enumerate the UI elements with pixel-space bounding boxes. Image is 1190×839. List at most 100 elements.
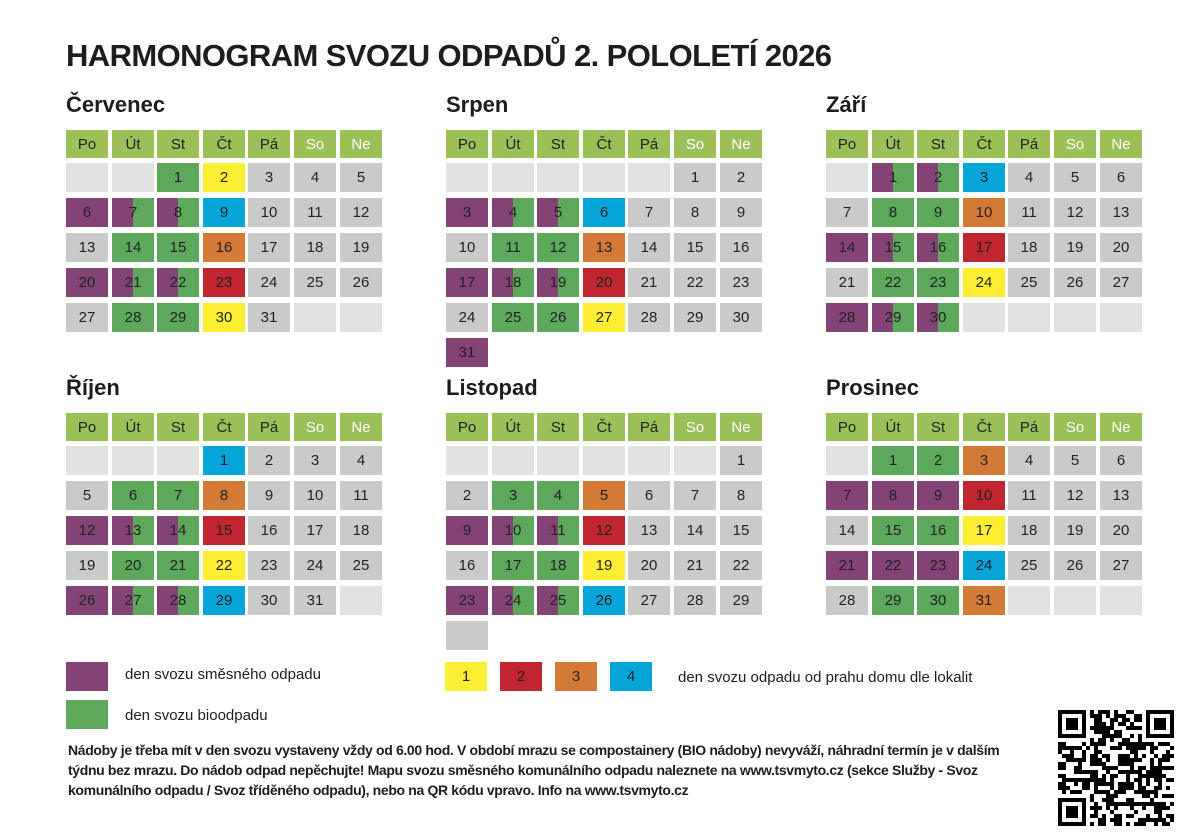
day-cell: 25	[1008, 551, 1050, 580]
day-cell: 5	[1054, 446, 1096, 475]
day-cell: 7	[157, 481, 199, 510]
weekday-header: So	[674, 413, 716, 441]
day-cell: 16	[917, 516, 959, 545]
day-cell: 6	[628, 481, 670, 510]
day-cell: 1	[872, 163, 914, 192]
day-cell: 10	[963, 198, 1005, 227]
day-cell: 5	[583, 481, 625, 510]
day-cell: 19	[66, 551, 108, 580]
legend-route-1: 1	[445, 662, 487, 691]
weekday-header: Po	[66, 413, 108, 441]
day-cell: 11	[537, 516, 579, 545]
day-cell: 17	[248, 233, 290, 262]
day-cell: 4	[1008, 163, 1050, 192]
day-cell: 6	[1100, 446, 1142, 475]
day-cell: 29	[674, 303, 716, 332]
month-4: Listopad Po Út St Čt Pá So Ne 1 2 3 4 5 6 7 8 9 10 11 12 13 1…	[446, 375, 766, 665]
day-cell: 27	[583, 303, 625, 332]
weekday-header: Pá	[248, 413, 290, 441]
empty-cell	[492, 446, 534, 475]
day-cell: 26	[537, 303, 579, 332]
day-cell: 25	[1008, 268, 1050, 297]
day-cell: 8	[157, 198, 199, 227]
day-cell: 23	[446, 586, 488, 615]
day-cell: 5	[340, 163, 382, 192]
legend-mixed-swatch	[66, 662, 108, 691]
day-cell: 22	[872, 551, 914, 580]
month-title: Září	[826, 92, 867, 117]
day-cell: 19	[340, 233, 382, 262]
day-cell: 15	[872, 516, 914, 545]
weekday-header: Čt	[583, 130, 625, 158]
day-cell: 20	[628, 551, 670, 580]
day-cell: 25	[294, 268, 336, 297]
day-cell: 16	[446, 551, 488, 580]
day-cell: 18	[537, 551, 579, 580]
day-cell: 26	[66, 586, 108, 615]
weekday-header: Čt	[963, 130, 1005, 158]
legend-mixed-label: den svozu směsného odpadu	[125, 666, 321, 683]
day-cell: 21	[112, 268, 154, 297]
day-cell: 17	[446, 268, 488, 297]
day-cell: 3	[248, 163, 290, 192]
empty-cell	[628, 163, 670, 192]
day-cell: 12	[1054, 481, 1096, 510]
day-cell: 10	[492, 516, 534, 545]
weekday-header: St	[157, 130, 199, 158]
day-cell: 14	[157, 516, 199, 545]
day-cell: 1	[157, 163, 199, 192]
day-cell: 13	[112, 516, 154, 545]
day-cell: 4	[1008, 446, 1050, 475]
day-cell: 24	[446, 303, 488, 332]
weekday-header: Pá	[628, 130, 670, 158]
day-cell: 31	[294, 586, 336, 615]
page-title: HARMONOGRAM SVOZU ODPADŮ 2. POLOLETÍ 202…	[66, 38, 832, 73]
day-cell: 16	[720, 233, 762, 262]
day-cell: 30	[917, 303, 959, 332]
empty-cell	[826, 446, 868, 475]
weekday-header: St	[537, 413, 579, 441]
day-cell: 23	[248, 551, 290, 580]
legend-route-4: 4	[610, 662, 652, 691]
legend-routes-label: den svozu odpadu od prahu domu dle lokal…	[678, 669, 973, 686]
day-cell: 12	[1054, 198, 1096, 227]
day-cell: 14	[112, 233, 154, 262]
empty-cell	[583, 446, 625, 475]
weekday-header: Čt	[963, 413, 1005, 441]
month-5: Prosinec Po Út St Čt Pá So Ne 1 2 3 4 5 6 7 8 9 10 11 12 13 1…	[826, 375, 1146, 665]
weekday-header: So	[1054, 413, 1096, 441]
day-cell: 3	[492, 481, 534, 510]
day-cell: 29	[203, 586, 245, 615]
day-cell: 6	[1100, 163, 1142, 192]
empty-cell	[340, 586, 382, 615]
empty-cell	[112, 446, 154, 475]
day-cell: 11	[492, 233, 534, 262]
empty-cell	[537, 446, 579, 475]
weekday-header: St	[537, 130, 579, 158]
empty-cell	[294, 303, 336, 332]
day-cell: 8	[674, 198, 716, 227]
day-cell: 13	[1100, 481, 1142, 510]
day-cell: 1	[203, 446, 245, 475]
day-cell: 31	[446, 338, 488, 367]
empty-cell	[112, 163, 154, 192]
month-2: Září Po Út St Čt Pá So Ne 1 2 3 4 5 6 7 8 9 10 11 12 13 14 15 1…	[826, 92, 1146, 382]
weekday-header: Ne	[1100, 130, 1142, 158]
day-cell: 8	[872, 198, 914, 227]
day-cell: 16	[917, 233, 959, 262]
day-cell: 3	[963, 163, 1005, 192]
day-cell: 12	[340, 198, 382, 227]
day-cell: 21	[628, 268, 670, 297]
day-cell: 18	[340, 516, 382, 545]
day-cell: 14	[826, 233, 868, 262]
day-cell: 21	[826, 551, 868, 580]
day-cell: 9	[203, 198, 245, 227]
day-cell: 1	[872, 446, 914, 475]
weekday-header: Pá	[1008, 130, 1050, 158]
day-cell: 3	[446, 198, 488, 227]
qr-code-icon[interactable]	[1058, 710, 1174, 826]
empty-cell	[826, 163, 868, 192]
day-cell: 8	[203, 481, 245, 510]
day-cell: 20	[1100, 233, 1142, 262]
weekday-header: Po	[446, 130, 488, 158]
